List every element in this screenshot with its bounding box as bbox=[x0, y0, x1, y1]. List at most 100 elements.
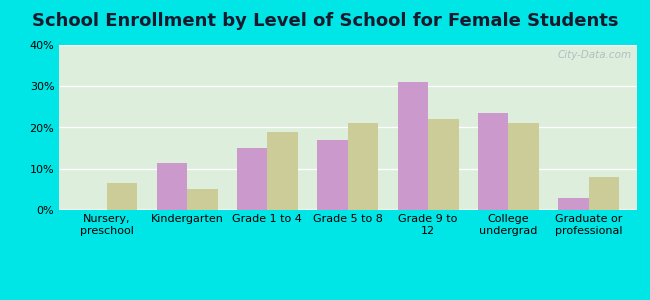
Bar bbox=[58, 157, 637, 209]
Bar bbox=[58, 208, 637, 210]
Bar bbox=[58, 192, 637, 210]
Bar bbox=[58, 63, 637, 208]
Bar bbox=[58, 121, 637, 209]
Bar bbox=[317, 140, 348, 210]
Bar bbox=[58, 45, 637, 208]
Bar bbox=[58, 134, 637, 209]
Bar bbox=[558, 198, 589, 210]
Bar bbox=[58, 61, 637, 208]
Bar bbox=[58, 175, 637, 210]
Bar bbox=[58, 154, 637, 209]
Bar bbox=[58, 151, 637, 209]
Bar bbox=[58, 94, 637, 209]
Bar bbox=[237, 148, 267, 210]
Bar bbox=[58, 78, 637, 209]
Bar bbox=[58, 126, 637, 209]
Bar bbox=[58, 146, 637, 209]
Bar bbox=[58, 194, 637, 210]
Bar bbox=[58, 139, 637, 209]
Bar bbox=[58, 185, 637, 210]
Bar bbox=[107, 183, 137, 210]
Bar bbox=[58, 104, 637, 209]
Bar bbox=[58, 129, 637, 209]
Bar bbox=[348, 123, 378, 210]
Bar bbox=[398, 82, 428, 210]
Bar bbox=[58, 144, 637, 209]
Bar bbox=[428, 119, 459, 210]
Bar bbox=[58, 205, 637, 210]
Bar bbox=[58, 80, 637, 209]
Bar bbox=[58, 65, 637, 208]
Bar bbox=[58, 112, 637, 209]
Bar bbox=[58, 114, 637, 209]
Bar bbox=[58, 165, 637, 210]
Bar bbox=[58, 195, 637, 210]
Bar bbox=[58, 103, 637, 209]
Bar bbox=[58, 149, 637, 209]
Bar bbox=[58, 85, 637, 209]
Text: School Enrollment by Level of School for Female Students: School Enrollment by Level of School for… bbox=[32, 12, 618, 30]
Text: City-Data.com: City-Data.com bbox=[557, 50, 631, 60]
Bar bbox=[58, 152, 637, 209]
Bar bbox=[58, 75, 637, 209]
Bar bbox=[58, 53, 637, 208]
Bar bbox=[58, 162, 637, 209]
Bar bbox=[58, 187, 637, 210]
Bar bbox=[58, 170, 637, 210]
Bar bbox=[58, 142, 637, 209]
Bar bbox=[58, 83, 637, 209]
Bar bbox=[58, 169, 637, 210]
Bar bbox=[58, 71, 637, 208]
Bar bbox=[58, 93, 637, 209]
Bar bbox=[58, 60, 637, 208]
Bar bbox=[58, 68, 637, 208]
Bar bbox=[58, 56, 637, 208]
Bar bbox=[478, 113, 508, 210]
Bar bbox=[58, 172, 637, 210]
Bar bbox=[58, 197, 637, 210]
Bar bbox=[58, 99, 637, 209]
Bar bbox=[58, 48, 637, 208]
Bar bbox=[58, 91, 637, 209]
Bar bbox=[58, 147, 637, 209]
Bar bbox=[58, 98, 637, 209]
Bar bbox=[58, 131, 637, 209]
Bar bbox=[58, 137, 637, 209]
Bar bbox=[58, 167, 637, 210]
Bar bbox=[58, 81, 637, 209]
Bar bbox=[58, 66, 637, 208]
Bar bbox=[58, 116, 637, 209]
Bar bbox=[58, 109, 637, 209]
Bar bbox=[58, 200, 637, 210]
Bar bbox=[58, 199, 637, 210]
Bar bbox=[58, 88, 637, 209]
Bar bbox=[58, 178, 637, 210]
Bar bbox=[58, 174, 637, 210]
Bar bbox=[58, 203, 637, 210]
Bar bbox=[58, 111, 637, 209]
Bar bbox=[58, 160, 637, 209]
Bar bbox=[58, 182, 637, 210]
Bar bbox=[58, 164, 637, 210]
Bar bbox=[58, 52, 637, 208]
Bar bbox=[58, 86, 637, 209]
Bar bbox=[58, 132, 637, 209]
Bar bbox=[267, 132, 298, 210]
Bar bbox=[58, 118, 637, 209]
Bar bbox=[58, 136, 637, 209]
Bar bbox=[58, 128, 637, 209]
Bar bbox=[58, 202, 637, 210]
Bar bbox=[58, 159, 637, 209]
Bar bbox=[58, 124, 637, 209]
Bar bbox=[58, 177, 637, 210]
Bar bbox=[58, 155, 637, 209]
Bar bbox=[157, 163, 187, 210]
Bar bbox=[58, 106, 637, 209]
Bar bbox=[58, 190, 637, 210]
Bar bbox=[187, 189, 218, 210]
Bar bbox=[58, 108, 637, 209]
Bar bbox=[58, 76, 637, 209]
Bar bbox=[58, 141, 637, 209]
Bar bbox=[58, 122, 637, 209]
Bar bbox=[58, 96, 637, 209]
